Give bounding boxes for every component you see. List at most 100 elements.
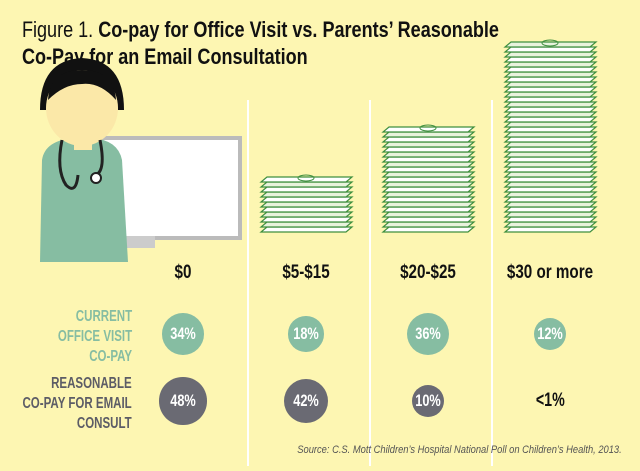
money-bill-icon [503,211,598,218]
column-divider [491,100,493,466]
bubble-current: 34% [162,313,204,355]
money-bill-icon [381,216,476,223]
row-label-line: REASONABLE [51,375,132,392]
money-bill-icon [503,56,598,63]
money-bill-icon [259,201,354,208]
money-bill-icon [381,156,476,163]
bubble-current: 36% [406,312,450,356]
bubble-reasonable: 48% [159,377,207,425]
bubble-current: 12% [533,317,567,351]
money-bill-icon [503,226,598,233]
money-bill-icon [259,176,354,183]
money-bill-icon [503,206,598,213]
money-bill-icon [381,151,476,158]
row-label-line: CONSULT [77,415,132,432]
bubble-reasonable: <1% [525,376,575,426]
money-bill-icon [381,196,476,203]
money-emblem-icon [419,124,437,132]
row-label-current: CURRENT OFFICE VISIT CO-PAY [58,307,132,367]
money-bill-icon [381,131,476,138]
money-bill-icon [381,166,476,173]
money-bill-icon [503,66,598,73]
title-line-1: Co-pay for Office Visit vs. Parents’ Rea… [98,17,499,42]
money-bill-icon [503,46,598,53]
money-bill-icon [381,226,476,233]
money-bill-icon [503,191,598,198]
category-label: $0 [174,262,192,283]
category-label: $30 or more [506,262,594,283]
category-label: $5-$15 [282,262,330,283]
money-bill-icon [381,211,476,218]
money-bill-icon [381,126,476,133]
money-bill-icon [381,186,476,193]
row-label-line: CURRENT [75,308,132,325]
row-label-reasonable: REASONABLE CO-PAY FOR EMAIL CONSULT [23,374,132,434]
money-bill-icon [503,141,598,148]
money-bill-icon [503,201,598,208]
money-bill-icon [259,191,354,198]
money-bill-icon [503,106,598,113]
money-bill-icon [381,161,476,168]
money-bill-icon [503,156,598,163]
money-bill-icon [259,211,354,218]
bubble-current: 18% [288,316,324,352]
money-bill-icon [259,186,354,193]
money-bill-icon [381,141,476,148]
money-bill-icon [503,166,598,173]
money-bill-icon [503,196,598,203]
money-bill-icon [503,216,598,223]
money-bill-icon [381,181,476,188]
money-bill-icon [381,201,476,208]
money-bill-icon [503,76,598,83]
money-bill-icon [381,206,476,213]
money-bill-icon [503,171,598,178]
money-bill-icon [503,181,598,188]
money-bill-icon [503,161,598,168]
money-bill-icon [503,96,598,103]
column-divider [247,100,249,466]
money-bill-icon [503,111,598,118]
money-emblem-icon [541,39,559,47]
money-bill-icon [381,191,476,198]
bubble-reasonable: 10% [412,385,444,417]
bubble-label: 42% [293,390,319,410]
money-bill-icon [503,186,598,193]
money-bill-icon [503,221,598,228]
money-bill-icon [503,71,598,78]
money-bill-icon [503,91,598,98]
money-bill-icon [503,151,598,158]
money-bill-icon [381,146,476,153]
bubble-label: 10% [415,391,441,410]
row-label-line: CO-PAY FOR EMAIL [22,395,132,412]
money-bill-icon [259,216,354,223]
bubble-label: 18% [293,323,319,343]
money-bill-icon [503,81,598,88]
money-bill-icon [503,121,598,128]
money-bill-icon [503,131,598,138]
money-bill-icon [503,116,598,123]
column-divider [369,100,371,466]
money-bill-icon [503,136,598,143]
figure-number: Figure 1. [22,17,94,42]
bubble-label: 48% [170,390,196,410]
money-bill-icon [259,206,354,213]
row-label-line: CO-PAY [89,348,132,365]
money-bill-icon [259,181,354,188]
money-bill-icon [503,41,598,48]
money-bill-icon [381,176,476,183]
money-bill-icon [259,196,354,203]
money-bill-icon [381,136,476,143]
category-label: $20-$25 [400,262,456,283]
bubble-label: <1% [535,390,565,411]
money-bill-icon [503,126,598,133]
money-bill-icon [503,61,598,68]
chart-title: Figure 1. Co-pay for Office Visit vs. Pa… [22,16,499,70]
money-bill-icon [503,51,598,58]
bubble-label: 36% [415,323,441,343]
money-bill-icon [259,221,354,228]
money-bill-icon [259,226,354,233]
money-bill-icon [381,171,476,178]
money-emblem-icon [297,174,315,182]
